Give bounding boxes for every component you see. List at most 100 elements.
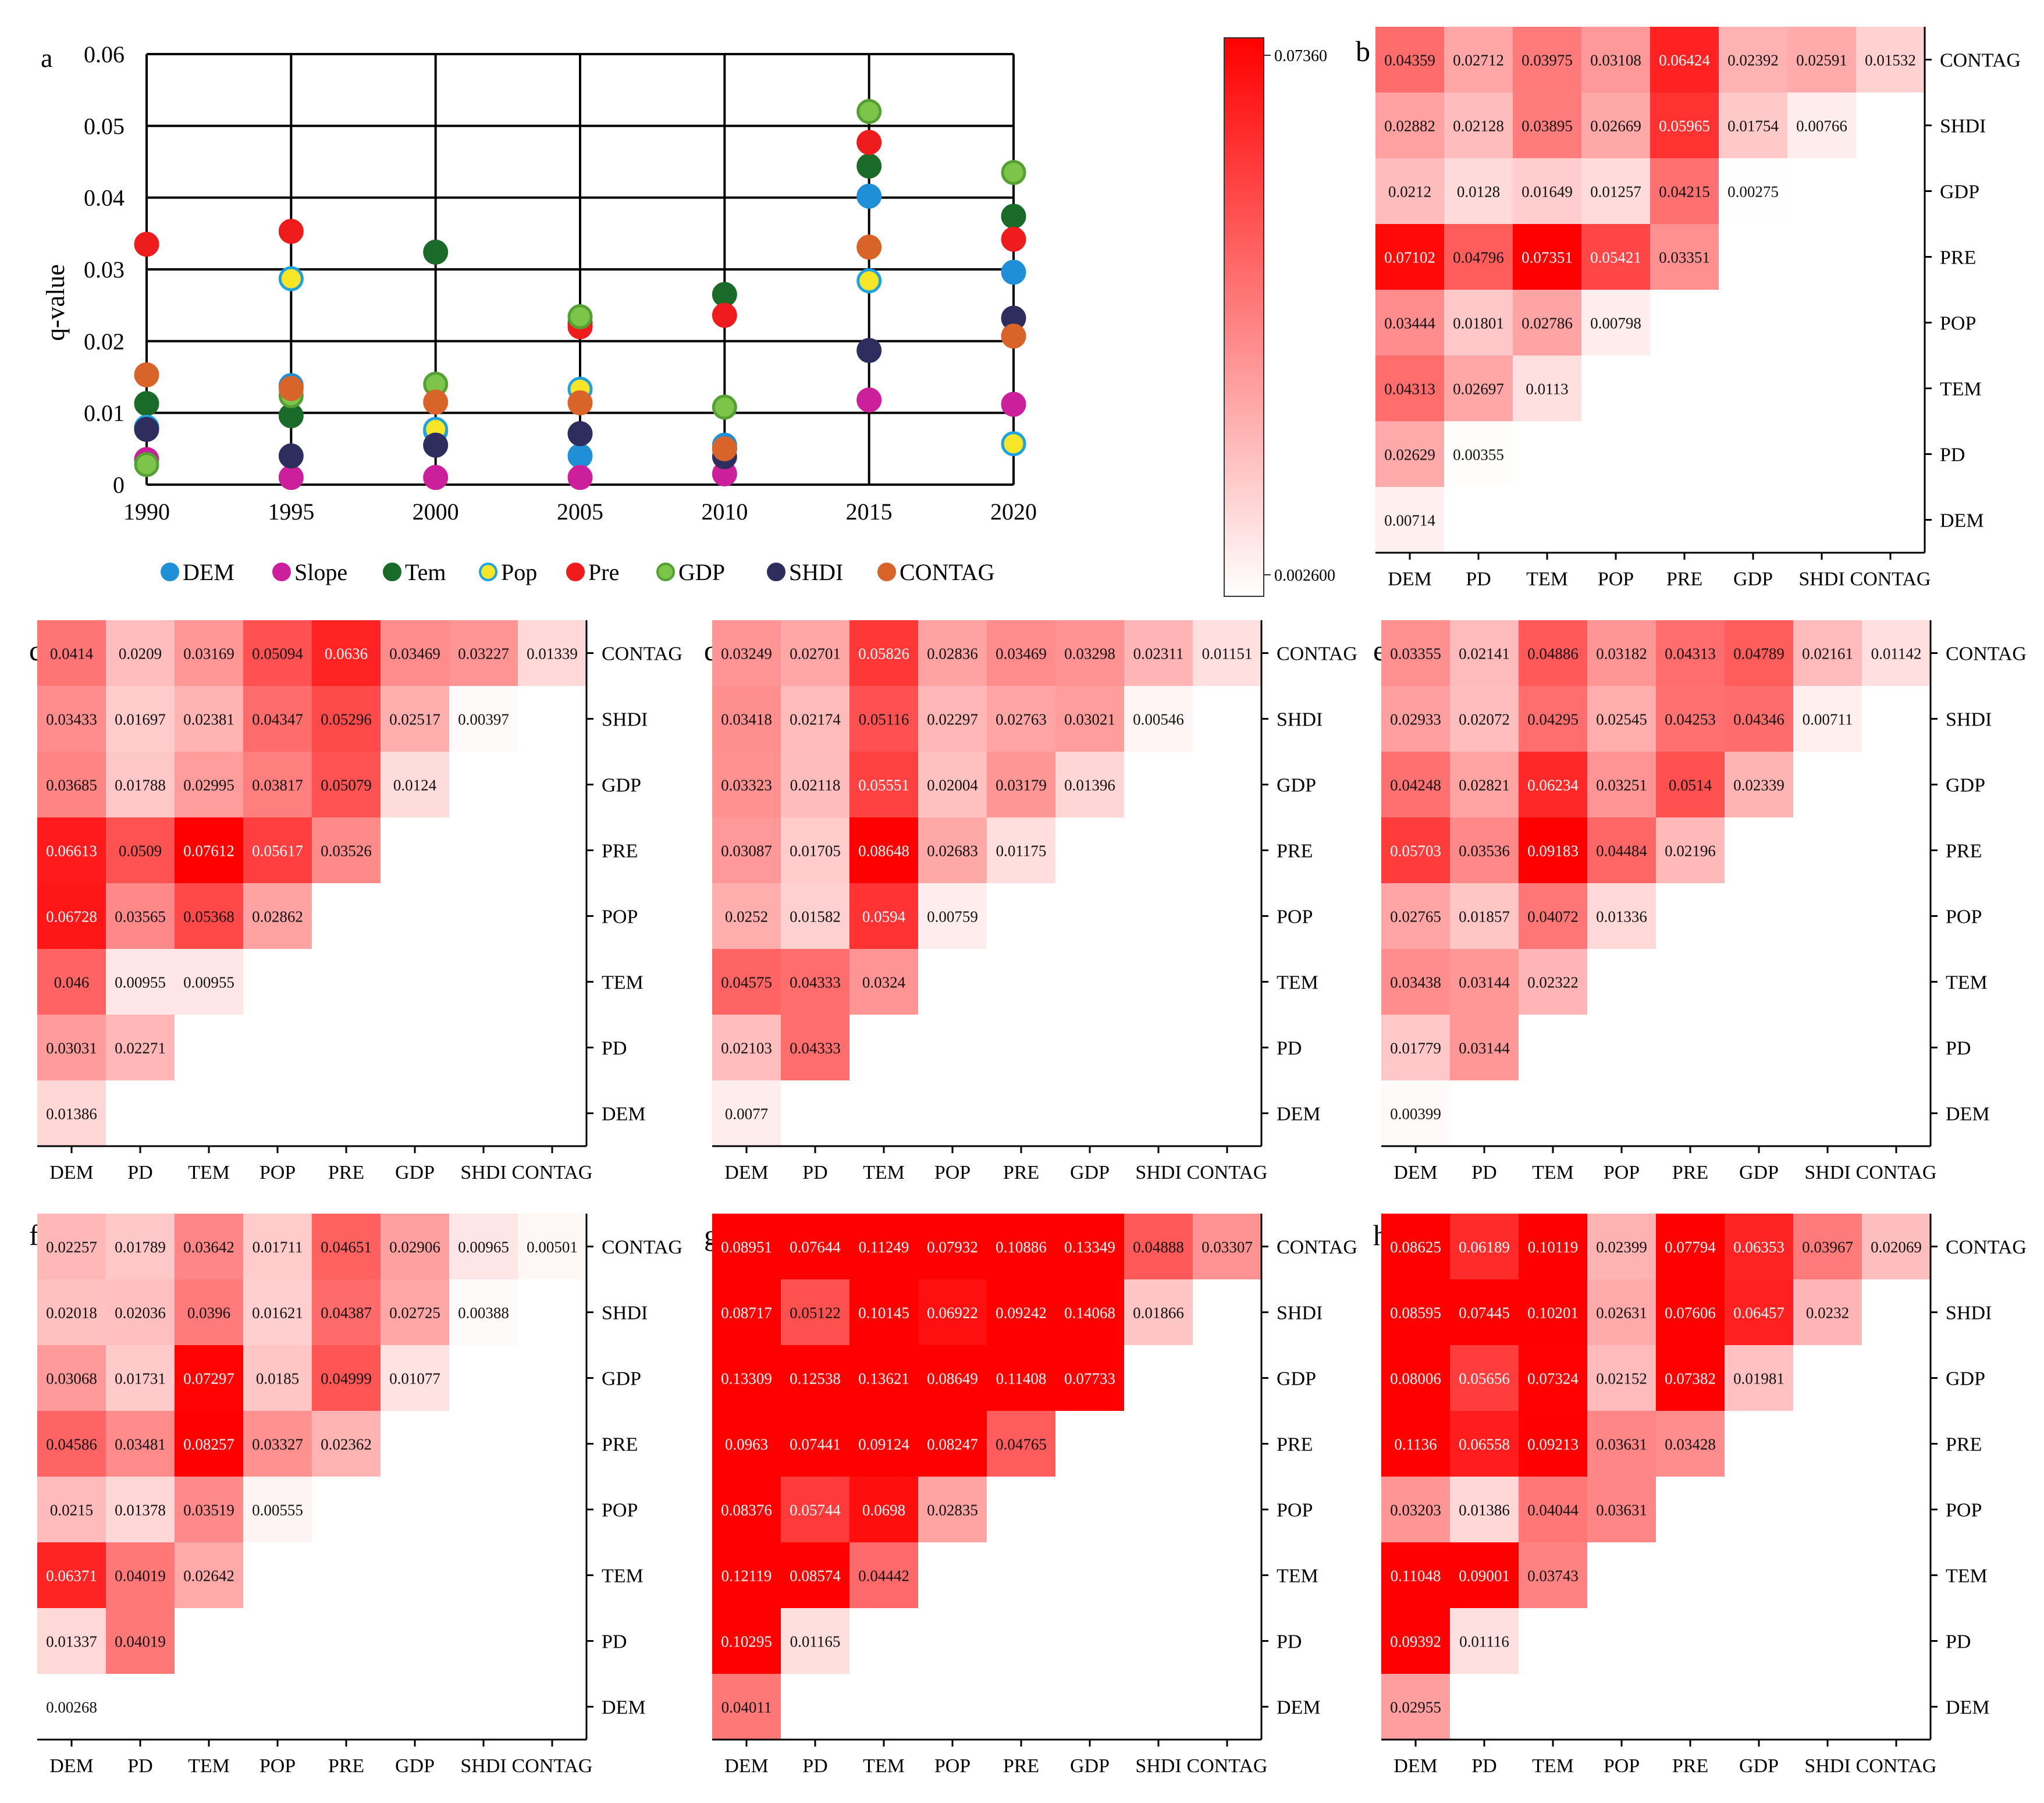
x-axis-label: DEM (1388, 568, 1432, 590)
y-axis-label: DEM (1277, 1697, 1321, 1719)
heatmap-cell-value: 0.08648 (858, 842, 909, 860)
legend-label: Pre (588, 559, 619, 585)
heatmap-cell-value: 0.05744 (790, 1502, 841, 1519)
heatmap-cell-value: 0.01788 (115, 777, 166, 794)
heatmap-cell-value: 0.04484 (1596, 842, 1647, 860)
heatmap-cell-value: 0.11408 (996, 1370, 1047, 1388)
heatmap-cell (1444, 158, 1513, 224)
heatmap-cell-value: 0.00275 (1727, 183, 1779, 201)
y-tick-label: 0.01 (84, 400, 125, 426)
heatmap-cell-value: 0.01257 (1590, 183, 1641, 201)
heatmap-cell (175, 883, 243, 949)
heatmap-cell-value: 0.03469 (996, 645, 1047, 663)
heatmap-cell-value: 0.12538 (790, 1370, 841, 1388)
heatmap-cell-value: 0.08649 (927, 1370, 978, 1388)
heatmap-cell-value: 0.04313 (1665, 645, 1716, 663)
heatmap-cell (37, 1542, 106, 1608)
heatmap-cell (106, 817, 175, 883)
heatmap-cell-value: 0.02399 (1596, 1239, 1647, 1256)
heatmap-cell (1787, 93, 1856, 158)
heatmap-cell-value: 0.02669 (1590, 118, 1641, 135)
heatmap-cell (1375, 421, 1444, 487)
heatmap-cell (987, 1411, 1055, 1477)
heatmap-cell-value: 0.11048 (1391, 1567, 1441, 1585)
heatmap-cell-value: 0.01386 (1459, 1502, 1510, 1519)
heatmap-cell-value: 0.02906 (389, 1239, 440, 1256)
heatmap-cell-value: 0.04215 (1659, 183, 1710, 201)
heatmap-cell (712, 1345, 781, 1411)
heatmap-cell-value: 0.02882 (1384, 118, 1435, 135)
heatmap-cell (1375, 224, 1444, 290)
heatmap-cell (918, 817, 987, 883)
x-axis-label: POP (1598, 568, 1634, 590)
heatmap-cell (1513, 224, 1581, 290)
x-axis-label: GDP (1070, 1755, 1110, 1777)
heatmap-cell (1513, 355, 1581, 421)
heatmap-cell (849, 686, 918, 752)
heatmap-cell-value: 0.10119 (1528, 1239, 1579, 1256)
heatmap-cell (1450, 1477, 1519, 1542)
heatmap-cell-value: 0.08595 (1390, 1304, 1441, 1322)
heatmap-cell (1381, 752, 1450, 817)
heatmap-cell-value: 0.04253 (1665, 711, 1716, 728)
point-slope (278, 465, 304, 490)
legend-label: Tem (405, 559, 446, 585)
colorbar-min-label: 0.002600 (1274, 567, 1335, 585)
heatmap-cell-value: 0.03108 (1590, 52, 1641, 69)
heatmap-cell-value: 0.03895 (1522, 118, 1573, 135)
heatmap-cell-value: 0.02933 (1390, 711, 1441, 728)
heatmap-cell-value: 0.02701 (790, 645, 841, 663)
heatmap-cell (1656, 1214, 1725, 1279)
heatmap-cell (1381, 620, 1450, 686)
heatmap-cell-value: 0.02257 (46, 1239, 97, 1256)
heatmap-cell (712, 883, 781, 949)
point-shdi (278, 443, 304, 469)
x-axis-label: PRE (1666, 568, 1702, 590)
x-axis-label: PRE (1672, 1162, 1708, 1183)
heatmap-cell-value: 0.00766 (1796, 118, 1847, 135)
heatmap-cell (381, 1214, 449, 1279)
colorbar: 0.07360 0.002600 (1224, 37, 1335, 597)
heatmap-cell (1656, 1279, 1725, 1345)
point-dem (856, 183, 882, 209)
heatmap-cell-value: 0.14068 (1064, 1304, 1115, 1322)
y-axis-label: POP (1940, 313, 1976, 335)
heatmap-cell (106, 620, 175, 686)
scatter-panel: a q-value 0 0.01 0.02 0.03 0.04 0.05 0.06 1990 1… (0, 0, 1164, 617)
heatmap-cell-value: 0.07932 (927, 1239, 978, 1256)
heatmap-cell-value: 0.02697 (1453, 380, 1504, 398)
heatmap-cell-value: 0.03068 (46, 1370, 97, 1388)
heatmap-cell (243, 686, 312, 752)
heatmap-cell-value: 0.03685 (46, 777, 97, 794)
colorbar-gradient (1224, 37, 1264, 597)
heatmap-cell-value: 0.0414 (50, 645, 94, 663)
heatmap-cell (1124, 620, 1193, 686)
y-axis-label: q-value (41, 264, 70, 341)
heatmap-cell-value: 0.04346 (1733, 711, 1784, 728)
y-axis-label: PRE (602, 1434, 638, 1456)
heatmap-cell (1375, 355, 1444, 421)
heatmap-cell-value: 0.02322 (1527, 974, 1579, 991)
heatmap-cell (1787, 27, 1856, 93)
heatmap-cell (1581, 93, 1650, 158)
heatmap-cell (449, 620, 518, 686)
x-axis-label: CONTAG (1856, 1755, 1937, 1777)
heatmap-cell-value: 0.02161 (1802, 645, 1853, 663)
heatmap-cell (1519, 1279, 1587, 1345)
y-axis-label: CONTAG (1940, 50, 2021, 72)
heatmap-cell-value: 0.03355 (1390, 645, 1441, 663)
heatmap-cell-value: 0.01697 (115, 711, 166, 728)
heatmap-cell-value: 0.01789 (115, 1239, 166, 1256)
y-axis-label: GDP (1940, 182, 1979, 203)
heatmap-cell (1381, 1477, 1450, 1542)
point-slope (567, 465, 593, 490)
x-axis-label: POP (1604, 1755, 1640, 1777)
heatmap-cell (381, 1345, 449, 1411)
heatmap-cell-value: 0.02712 (1453, 52, 1504, 69)
x-axis-label: GDP (395, 1755, 435, 1777)
heatmap-cell (712, 1080, 781, 1146)
heatmap-cell (1444, 421, 1513, 487)
heatmap-cell (106, 1345, 175, 1411)
heatmap-cell-value: 0.03144 (1459, 1040, 1510, 1057)
x-axis-label: TEM (1526, 568, 1568, 590)
